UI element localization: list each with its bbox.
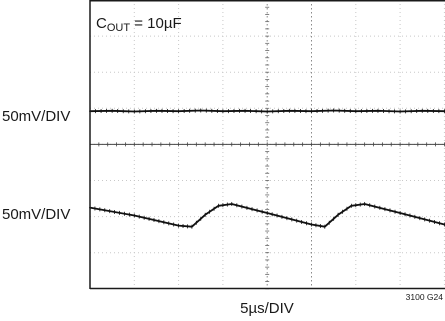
cout-suffix: = 10µF <box>130 15 182 32</box>
lower-scale-label: 50mV/DIV <box>2 206 70 223</box>
cout-annotation: COUT = 10µF <box>96 15 182 34</box>
cout-prefix: C <box>96 15 107 32</box>
grid <box>89 0 445 290</box>
trace-2 <box>89 203 445 228</box>
figure-id: 3100 G24 <box>406 292 444 302</box>
x-axis-label: 5µs/DIV <box>240 300 294 317</box>
cout-subscript: OUT <box>107 22 131 34</box>
upper-scale-label: 50mV/DIV <box>2 108 70 125</box>
traces <box>89 108 445 229</box>
